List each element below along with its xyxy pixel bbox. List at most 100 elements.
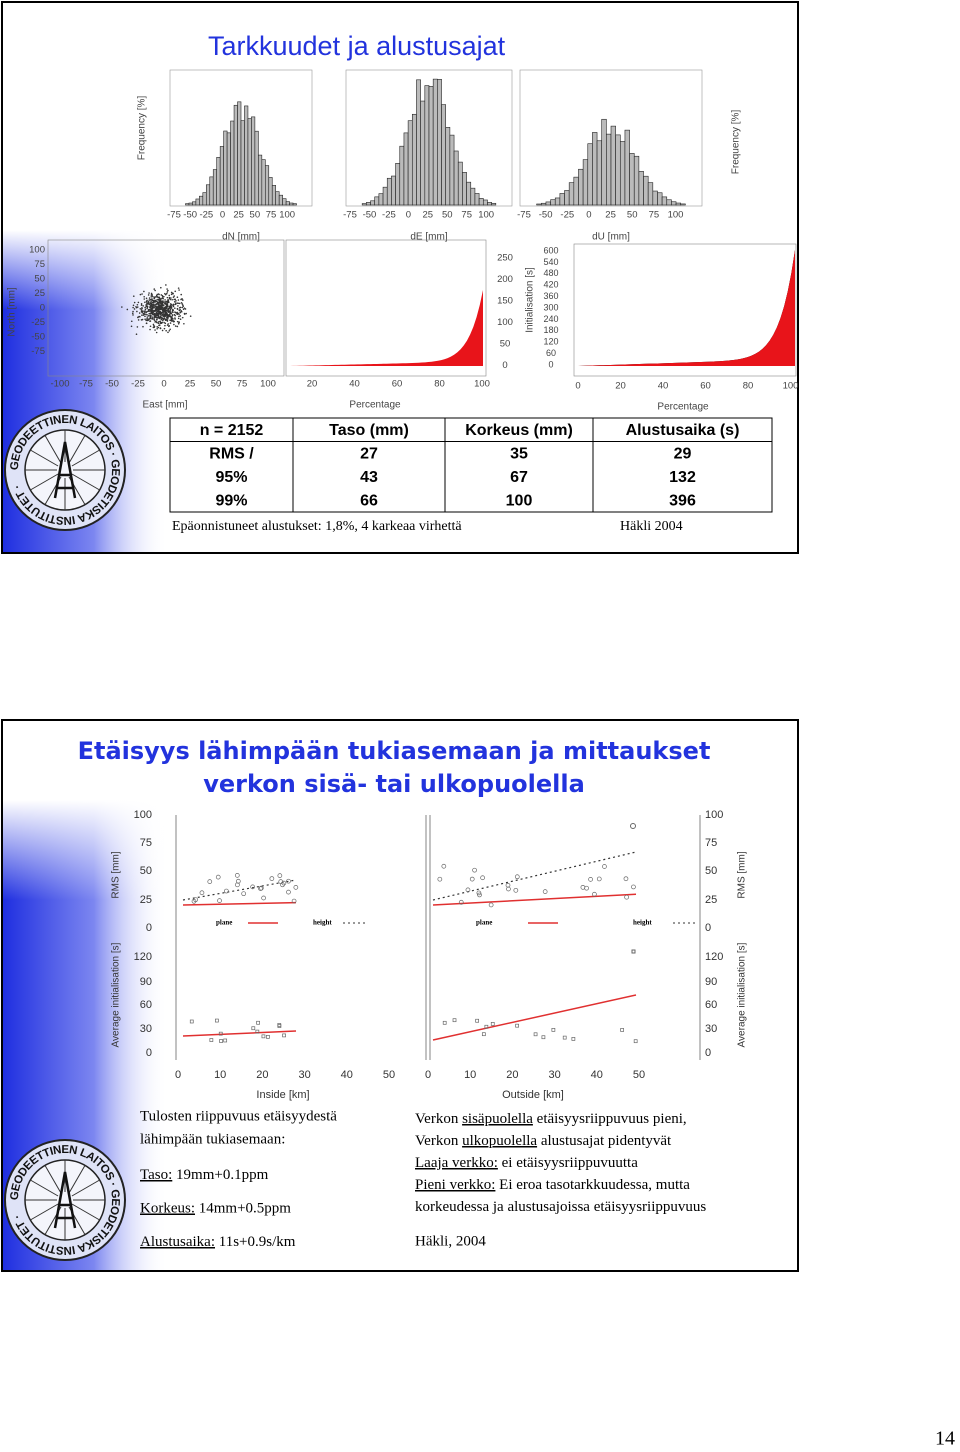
histogram-bar (195, 198, 200, 206)
scatter-dot (147, 310, 150, 313)
scatter-dot (146, 310, 148, 313)
scatter-dot (154, 289, 156, 292)
histogram-bar (258, 154, 263, 206)
scatter-dot (159, 320, 161, 323)
scatter-dot (146, 318, 148, 320)
text-span: alustusajat pidentyvät (537, 1133, 672, 1149)
scatter-dot (145, 303, 148, 306)
histogram-bar (554, 197, 561, 206)
tick-label: 30 (548, 1069, 560, 1081)
table-cell: 396 (669, 492, 696, 509)
scatter-dot (151, 301, 154, 304)
histogram-bar (403, 132, 409, 206)
tick-label: 40 (658, 381, 669, 392)
tick-label: 60 (705, 999, 717, 1011)
scatter-dot (138, 312, 141, 314)
tick-label: 75 (237, 379, 248, 390)
histogram-bar (254, 130, 259, 206)
tick-label: 50 (633, 1069, 645, 1081)
data-point (542, 889, 548, 894)
scatter-dot (153, 319, 156, 321)
tick-label: 50 (500, 339, 511, 350)
histogram-bar (199, 195, 204, 206)
scatter-dot (131, 312, 134, 315)
scatter-dot (153, 306, 156, 309)
histogram-bar (230, 120, 235, 206)
tick-label: -50 (183, 210, 197, 221)
scatter-dot (148, 308, 150, 311)
histogram-bar (629, 153, 635, 206)
histogram-bar (399, 145, 405, 206)
scatter-dot (181, 299, 184, 301)
tick-label: 25 (605, 210, 616, 221)
histogram-bar (675, 202, 682, 206)
scatter-dot (154, 296, 157, 298)
scatter-dot (164, 300, 166, 303)
scatter-dot (164, 315, 167, 317)
scatter-dot (139, 307, 142, 310)
scatter-dot (171, 298, 173, 301)
tick-label: 100 (668, 210, 684, 221)
tick-label: 50 (250, 210, 261, 221)
scatter-dot (153, 315, 156, 317)
scatter-dot (143, 311, 146, 314)
underlined-text: ulkopuolella (462, 1133, 537, 1149)
data-point (266, 1034, 270, 1039)
scatter-dot (150, 300, 152, 303)
scatter-dot (173, 300, 176, 303)
logo-spoke (30, 1179, 59, 1197)
scatter-dot (159, 315, 162, 317)
histogram-bar (428, 86, 434, 206)
body-text: lähimpään tukiasemaan: (140, 1131, 285, 1147)
scatter-dot (168, 296, 171, 299)
scatter-dot (178, 321, 180, 323)
scatter-dot (167, 323, 170, 325)
histogram-bar (268, 177, 273, 206)
histogram-bar (391, 175, 396, 206)
axis-label: dU [mm] (592, 232, 630, 243)
text-line: Pieni verkko: Ei eroa tasotarkkuudessa, … (415, 1177, 690, 1193)
scatter-dot (148, 292, 150, 294)
tick-label: 75 (649, 210, 660, 221)
tick-label: 50 (627, 210, 638, 221)
scatter-dot (169, 298, 172, 301)
scatter-dot (181, 303, 184, 305)
scatter-dot (132, 310, 134, 313)
scatter-dot (166, 288, 168, 290)
trend-height (182, 879, 297, 901)
tick-label: -50 (31, 332, 45, 343)
scatter-dot (133, 308, 136, 310)
scatter-dot (144, 315, 146, 318)
data-point (472, 867, 477, 873)
scatter-dot (149, 309, 152, 311)
data-point (469, 876, 475, 882)
table-cell: 29 (674, 445, 692, 462)
scatter-dot (179, 311, 182, 314)
scatter-dot (164, 292, 166, 295)
axis-label: RMS [mm] (111, 851, 122, 898)
scatter-dot (149, 316, 152, 319)
table-frame (169, 417, 773, 513)
scatter-dot (156, 301, 159, 303)
scatter-dot (164, 313, 167, 315)
legend-label: plane (216, 919, 232, 927)
tick-label: 300 (543, 302, 558, 312)
histogram-bar (411, 113, 417, 206)
histogram-bar (416, 79, 421, 206)
data-point (286, 889, 291, 895)
scatter-dot (141, 314, 143, 316)
data-point (250, 884, 256, 890)
scatter-dot (149, 306, 151, 309)
tick-label: 30 (705, 1023, 717, 1035)
scatter-dot (178, 289, 180, 291)
data-point (224, 888, 229, 894)
data-point (488, 902, 494, 908)
scatter-dot (165, 329, 167, 332)
histogram-bar (233, 104, 238, 206)
tick-label: 75 (266, 210, 277, 221)
data-point (513, 887, 519, 893)
data-point (620, 1028, 624, 1032)
plot-frame (285, 239, 487, 377)
histogram-bar (661, 196, 668, 206)
histogram-bar (474, 193, 480, 206)
